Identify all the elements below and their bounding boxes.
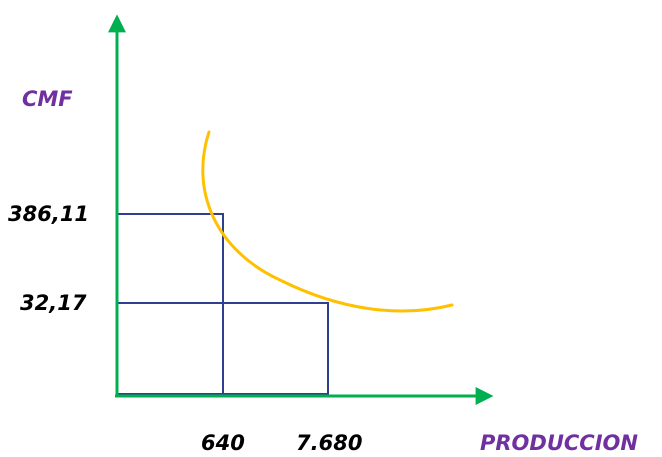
x-tick-label: 7.680 <box>296 431 362 455</box>
y-tick-label: 386,11 <box>8 202 89 226</box>
y-axis-label: CMF <box>22 87 73 111</box>
y-tick-label: 32,17 <box>20 291 87 315</box>
cmf-curve <box>201 130 454 313</box>
x-axis-label: PRODUCCION <box>480 431 638 455</box>
x-tick-label: 640 <box>201 431 245 455</box>
